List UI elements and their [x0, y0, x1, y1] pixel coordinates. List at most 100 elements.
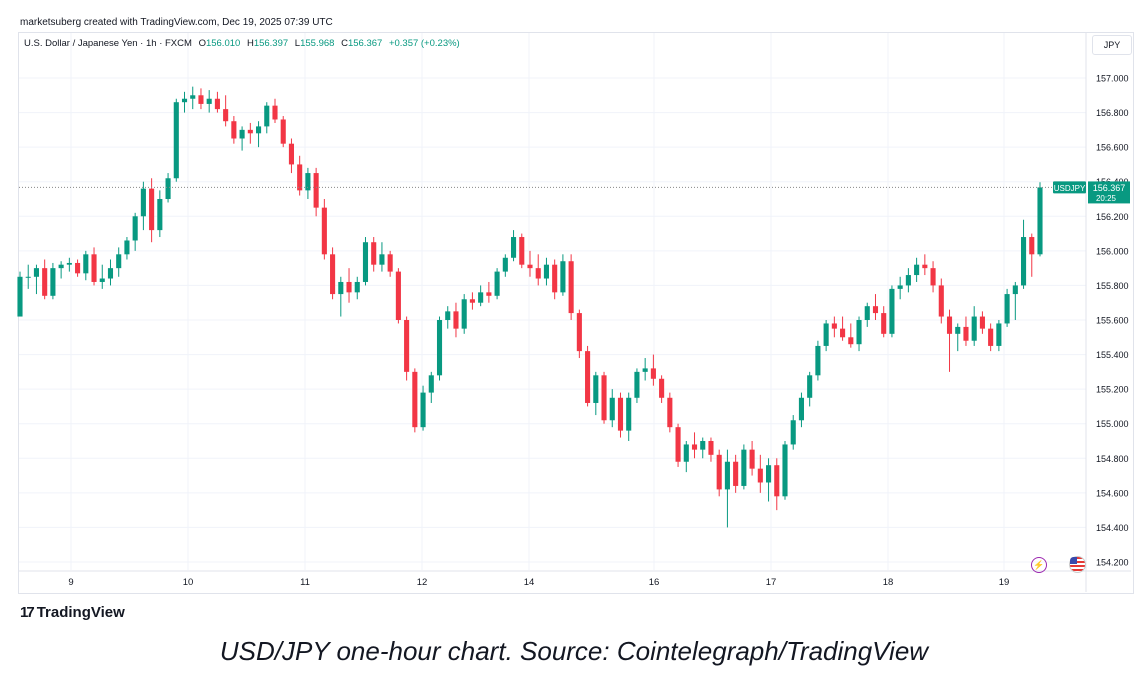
candle-down[interactable]: [486, 292, 492, 296]
candle-up[interactable]: [255, 126, 262, 134]
candle-down[interactable]: [675, 427, 681, 462]
candle-up[interactable]: [436, 320, 443, 376]
candle-down[interactable]: [946, 316, 953, 334]
candle-down[interactable]: [979, 316, 985, 329]
candle-up[interactable]: [897, 285, 903, 289]
candle-down[interactable]: [453, 311, 459, 329]
candle-down[interactable]: [576, 313, 582, 352]
candle-down[interactable]: [831, 323, 837, 329]
candle-down[interactable]: [708, 441, 714, 455]
candle-up[interactable]: [99, 278, 105, 282]
candle-up[interactable]: [634, 371, 640, 398]
candle-up[interactable]: [741, 449, 747, 486]
candle-up[interactable]: [379, 254, 385, 265]
candle-down[interactable]: [601, 375, 607, 421]
candle-down[interactable]: [346, 281, 352, 293]
candle-up[interactable]: [173, 102, 179, 179]
candle-up[interactable]: [905, 275, 911, 286]
candle-up[interactable]: [206, 98, 212, 104]
candle-down[interactable]: [469, 299, 475, 303]
candle-down[interactable]: [535, 268, 541, 279]
candle-down[interactable]: [313, 173, 319, 208]
candle-down[interactable]: [288, 143, 295, 165]
candle-down[interactable]: [272, 105, 278, 120]
candle-up[interactable]: [560, 261, 566, 293]
candle-up[interactable]: [782, 444, 788, 497]
candle-up[interactable]: [338, 281, 344, 295]
candle-up[interactable]: [264, 105, 270, 127]
candle-down[interactable]: [733, 461, 739, 486]
candle-up[interactable]: [165, 178, 171, 199]
candle-down[interactable]: [404, 320, 410, 372]
candle-down[interactable]: [774, 465, 780, 497]
candle-up[interactable]: [790, 420, 796, 445]
candle-up[interactable]: [510, 237, 517, 258]
candle-up[interactable]: [683, 444, 689, 462]
candle-up[interactable]: [626, 397, 632, 431]
candle-down[interactable]: [387, 254, 393, 272]
candle-down[interactable]: [659, 378, 665, 398]
candle-down[interactable]: [988, 328, 994, 346]
candle-up[interactable]: [642, 368, 648, 372]
candle-up[interactable]: [420, 392, 426, 428]
candle-up[interactable]: [1004, 294, 1010, 324]
candle-up[interactable]: [239, 129, 245, 139]
candle-up[interactable]: [140, 188, 146, 217]
candle-up[interactable]: [815, 345, 821, 376]
candle-up[interactable]: [543, 264, 550, 279]
candle-up[interactable]: [461, 299, 467, 329]
candle-up[interactable]: [609, 397, 615, 421]
candle-up[interactable]: [132, 216, 138, 241]
candle-up[interactable]: [445, 311, 451, 320]
candle-down[interactable]: [527, 264, 533, 269]
lightning-icon[interactable]: ⚡: [1031, 557, 1047, 573]
us-flag-icon[interactable]: [1069, 556, 1086, 573]
candle-down[interactable]: [922, 264, 928, 269]
candle-down[interactable]: [552, 264, 558, 293]
candle-up[interactable]: [478, 292, 484, 303]
candle-up[interactable]: [190, 95, 196, 99]
candle-up[interactable]: [428, 375, 434, 393]
candle-down[interactable]: [519, 237, 525, 265]
candle-up[interactable]: [362, 242, 369, 282]
candle-up[interactable]: [971, 316, 977, 341]
candle-up[interactable]: [66, 262, 72, 265]
candle-up[interactable]: [305, 173, 311, 191]
candle-down[interactable]: [412, 371, 418, 428]
candle-up[interactable]: [1020, 237, 1027, 286]
candle-up[interactable]: [354, 281, 360, 293]
candle-down[interactable]: [840, 328, 846, 338]
candle-down[interactable]: [1029, 237, 1035, 255]
candle-down[interactable]: [231, 121, 237, 139]
candle-down[interactable]: [938, 285, 944, 317]
candle-down[interactable]: [585, 351, 591, 403]
candle-down[interactable]: [617, 397, 624, 431]
candle-down[interactable]: [930, 268, 936, 286]
candle-up[interactable]: [765, 465, 772, 483]
candle-up[interactable]: [17, 276, 23, 317]
candle-down[interactable]: [223, 109, 229, 122]
candle-up[interactable]: [996, 323, 1002, 346]
candle-up[interactable]: [157, 199, 163, 231]
candle-down[interactable]: [749, 449, 755, 469]
candle-down[interactable]: [42, 268, 48, 296]
candle-down[interactable]: [330, 254, 336, 295]
candle-up[interactable]: [494, 271, 500, 296]
candle-up[interactable]: [724, 461, 730, 490]
candle-down[interactable]: [247, 129, 253, 134]
candle-down[interactable]: [691, 444, 698, 450]
candle-up[interactable]: [1037, 187, 1043, 255]
candle-down[interactable]: [568, 261, 574, 314]
candle-up[interactable]: [33, 268, 40, 277]
candle-down[interactable]: [963, 326, 969, 341]
candle-down[interactable]: [91, 254, 97, 282]
candle-up[interactable]: [107, 268, 114, 279]
candle-up[interactable]: [25, 276, 31, 278]
candle-up[interactable]: [807, 375, 813, 398]
candle-up[interactable]: [864, 306, 870, 320]
candle-down[interactable]: [214, 98, 220, 110]
candle-up[interactable]: [955, 326, 961, 334]
candle-up[interactable]: [181, 98, 188, 103]
candle-down[interactable]: [848, 337, 854, 345]
